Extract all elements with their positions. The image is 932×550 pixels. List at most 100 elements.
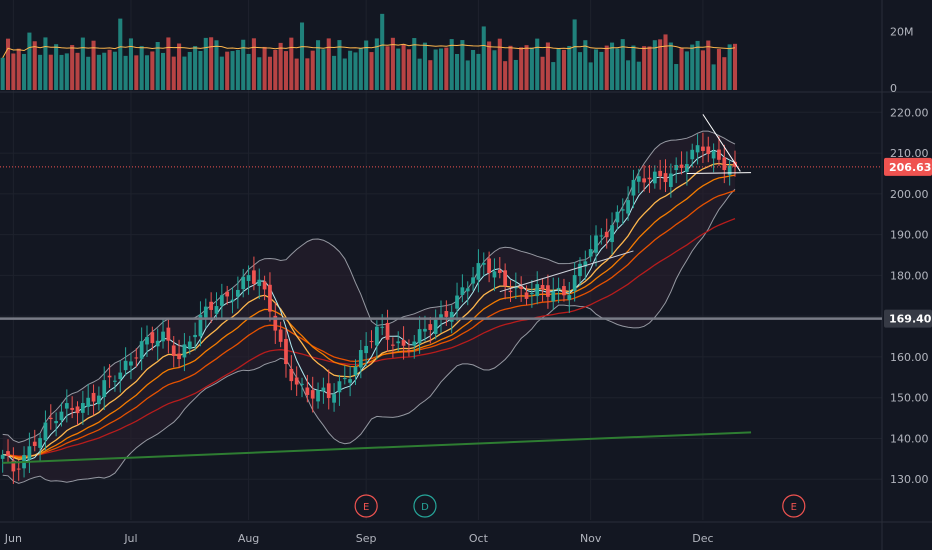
volume-bar[interactable] [561, 49, 566, 90]
volume-bar[interactable] [732, 43, 738, 90]
candle-body[interactable] [337, 381, 342, 393]
volume-bar[interactable] [305, 58, 310, 90]
volume-bar[interactable] [107, 49, 112, 90]
candle-body[interactable] [70, 407, 75, 410]
candle-body[interactable] [695, 145, 700, 153]
candle-body[interactable] [187, 341, 192, 349]
candle-body[interactable] [551, 291, 556, 302]
candle-body[interactable] [123, 360, 128, 371]
volume-bar[interactable] [214, 40, 219, 90]
candle-body[interactable] [647, 177, 652, 180]
candle-body[interactable] [48, 417, 53, 420]
candle-body[interactable] [599, 235, 604, 237]
candle-body[interactable] [583, 261, 588, 267]
candle-body[interactable] [284, 338, 288, 365]
volume-bar[interactable] [70, 45, 75, 90]
candle-body[interactable] [332, 394, 336, 403]
volume-bar[interactable] [182, 56, 187, 90]
volume-bar[interactable] [668, 42, 673, 90]
candle-body[interactable] [423, 328, 427, 332]
volume-bar[interactable] [278, 42, 283, 90]
candle-body[interactable] [369, 341, 374, 343]
volume-bar[interactable] [128, 38, 133, 90]
volume-bar[interactable] [43, 37, 48, 90]
volume-bar[interactable] [193, 46, 198, 90]
volume-bar[interactable] [652, 40, 657, 90]
candle-body[interactable] [540, 285, 545, 290]
volume-bar[interactable] [401, 43, 406, 90]
candle-body[interactable] [706, 146, 711, 154]
volume-bar[interactable] [86, 56, 91, 90]
volume-bar[interactable] [161, 52, 166, 90]
candle-body[interactable] [161, 331, 165, 342]
volume-bar[interactable] [310, 50, 315, 90]
candle-body[interactable] [353, 366, 358, 376]
volume-bar[interactable] [102, 52, 107, 90]
volume-bar[interactable] [283, 51, 289, 90]
volume-bar[interactable] [225, 51, 230, 90]
volume-bar[interactable] [390, 37, 395, 90]
volume-bar[interactable] [508, 45, 513, 90]
volume-bar[interactable] [364, 40, 369, 90]
volume-bar[interactable] [593, 49, 599, 90]
candle-body[interactable] [727, 165, 732, 175]
candle-body[interactable] [102, 380, 107, 397]
volume-bar[interactable] [444, 47, 449, 90]
candle-body[interactable] [508, 290, 513, 293]
candle-body[interactable] [75, 406, 80, 414]
candle-body[interactable] [358, 350, 363, 368]
volume-bar[interactable] [497, 38, 502, 90]
volume-bar[interactable] [567, 46, 572, 90]
candle-body[interactable] [16, 468, 21, 470]
support-trendline[interactable] [2, 431, 752, 464]
volume-bar[interactable] [316, 40, 321, 90]
candle-body[interactable] [118, 372, 123, 380]
volume-bar[interactable] [540, 56, 545, 90]
candle-body[interactable] [203, 306, 208, 318]
candle-body[interactable] [604, 231, 609, 238]
volume-bar[interactable] [610, 42, 615, 90]
candle-body[interactable] [503, 270, 508, 286]
candle-body[interactable] [417, 329, 422, 344]
candle-body[interactable] [241, 276, 246, 290]
volume-bar[interactable] [353, 52, 358, 90]
volume-bar[interactable] [545, 42, 550, 90]
volume-bar[interactable] [235, 50, 240, 90]
volume-bar[interactable] [22, 53, 27, 90]
volume-bar[interactable] [438, 48, 444, 90]
candle-body[interactable] [391, 344, 395, 346]
volume-bar[interactable] [396, 48, 401, 90]
volume-bar[interactable] [139, 46, 144, 90]
volume-bar[interactable] [369, 52, 374, 90]
candle-layer[interactable] [0, 132, 737, 484]
candle-body[interactable] [155, 340, 160, 347]
volume-bar[interactable] [54, 44, 59, 90]
volume-bar[interactable] [294, 58, 299, 90]
candle-body[interactable] [86, 397, 91, 407]
candle-body[interactable] [6, 451, 10, 457]
volume-bar[interactable] [144, 55, 150, 90]
candle-body[interactable] [80, 403, 85, 413]
candle-body[interactable] [481, 262, 486, 265]
volume-bar[interactable] [412, 38, 417, 90]
candle-body[interactable] [674, 164, 679, 171]
volume-bar[interactable] [604, 45, 609, 90]
candle-body[interactable] [268, 284, 272, 312]
volume-bar[interactable] [64, 53, 69, 90]
candle-body[interactable] [733, 161, 737, 167]
candle-body[interactable] [246, 275, 251, 281]
candle-body[interactable] [642, 178, 646, 183]
volume-bar[interactable] [11, 53, 16, 90]
earnings-marker[interactable] [354, 494, 378, 518]
volume-bar[interactable] [134, 55, 139, 90]
candle-body[interactable] [43, 422, 48, 441]
volume-bar[interactable] [358, 48, 363, 90]
candle-body[interactable] [150, 332, 155, 344]
volume-bar[interactable] [171, 56, 176, 90]
volume-bar[interactable] [112, 51, 117, 90]
volume-bar[interactable] [96, 54, 101, 90]
candle-body[interactable] [113, 380, 117, 382]
volume-bar[interactable] [209, 37, 214, 90]
candle-body[interactable] [658, 170, 663, 177]
